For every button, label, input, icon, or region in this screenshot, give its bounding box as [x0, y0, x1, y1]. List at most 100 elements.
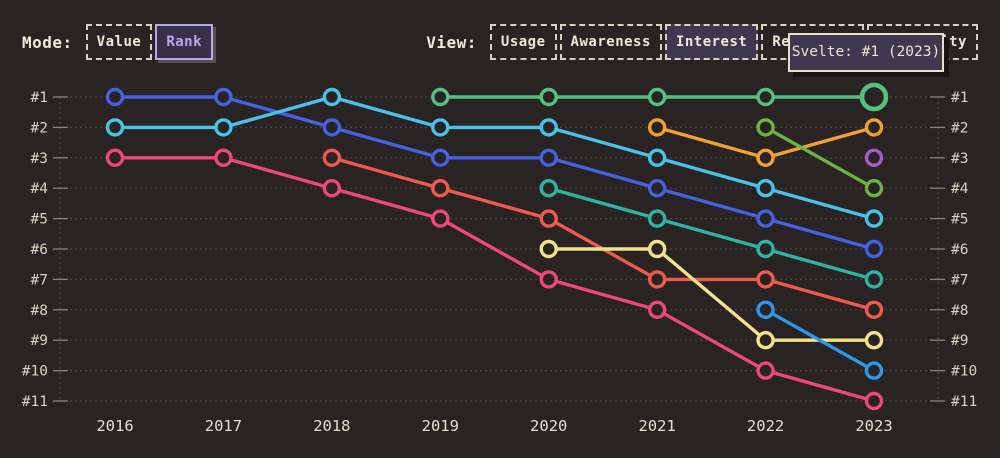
tooltip-text: Svelte: #1 (2023)	[791, 44, 941, 60]
mode-option-value[interactable]: Value	[85, 24, 153, 60]
data-point[interactable]	[864, 209, 884, 228]
data-point[interactable]	[105, 87, 125, 107]
series-line-series-tomato	[330, 156, 876, 312]
rank-label-right: #8	[951, 303, 968, 319]
data-point[interactable]	[756, 239, 775, 259]
series-line-series-teal	[547, 186, 876, 282]
rank-label-left: #7	[31, 272, 48, 288]
data-point[interactable]	[864, 391, 884, 411]
data-point[interactable]	[756, 361, 775, 380]
data-point[interactable]	[756, 209, 775, 228]
data-point[interactable]	[864, 118, 884, 137]
rank-label-left: #3	[31, 151, 48, 167]
data-point[interactable]	[864, 300, 884, 319]
data-point[interactable]	[539, 148, 558, 168]
data-point-hovered[interactable]	[859, 82, 889, 112]
rank-label-right: #1	[951, 90, 968, 106]
data-point[interactable]	[647, 87, 667, 107]
year-label: 2018	[313, 417, 350, 435]
data-point[interactable]	[756, 178, 775, 198]
rank-label-left: #5	[31, 212, 48, 228]
data-point[interactable]	[647, 148, 667, 168]
series-line-series-pink	[113, 156, 876, 403]
data-point[interactable]	[431, 148, 450, 168]
rank-label-right: #4	[951, 181, 969, 197]
data-point[interactable]	[756, 118, 775, 137]
view-option-interest[interactable]: Interest	[664, 24, 759, 60]
rank-label-right: #2	[951, 120, 968, 136]
data-point[interactable]	[539, 87, 558, 107]
year-label: 2017	[205, 417, 242, 435]
data-point[interactable]	[864, 331, 884, 350]
data-point[interactable]	[864, 270, 884, 289]
rank-label-left: #10	[22, 364, 48, 380]
data-point[interactable]	[105, 118, 125, 137]
mode-option-rank[interactable]: Rank	[155, 24, 214, 60]
year-label: 2023	[855, 417, 892, 435]
view-label: View:	[426, 32, 477, 52]
series-line-series-green	[763, 125, 876, 190]
rank-label-right: #9	[951, 333, 968, 349]
data-point[interactable]	[214, 118, 233, 137]
data-point[interactable]	[864, 361, 884, 380]
rank-label-right: #5	[951, 212, 968, 228]
year-label: 2019	[422, 417, 459, 435]
mode-buttons: Value Rank	[85, 24, 214, 60]
view-option-usage[interactable]: Usage	[489, 24, 557, 60]
tooltip: Svelte: #1 (2023)	[788, 33, 944, 72]
data-point[interactable]	[756, 331, 775, 350]
rank-label-right: #11	[951, 394, 977, 410]
data-point[interactable]	[647, 178, 667, 198]
data-point[interactable]	[214, 148, 233, 168]
data-point[interactable]	[756, 270, 775, 289]
data-point[interactable]	[756, 87, 775, 107]
data-point[interactable]	[647, 300, 667, 319]
data-point[interactable]	[647, 209, 667, 228]
data-point[interactable]	[756, 148, 775, 168]
data-point[interactable]	[322, 118, 342, 137]
rank-label-left: #1	[31, 90, 48, 106]
data-point[interactable]	[864, 239, 884, 259]
mode-toggle-group: Mode: Value Rank	[22, 24, 214, 60]
rank-label-left: #2	[31, 120, 48, 136]
data-point[interactable]	[322, 178, 342, 198]
view-option-awareness[interactable]: Awareness	[559, 24, 662, 60]
data-point[interactable]	[322, 148, 342, 168]
year-label: 2016	[96, 417, 133, 435]
data-point[interactable]	[431, 178, 450, 198]
data-point[interactable]	[647, 239, 667, 259]
data-point[interactable]	[864, 178, 884, 198]
data-point[interactable]	[214, 87, 233, 107]
year-label: 2020	[530, 417, 567, 435]
data-point[interactable]	[647, 118, 667, 137]
data-point[interactable]	[864, 148, 884, 168]
year-label: 2022	[747, 417, 784, 435]
data-point[interactable]	[322, 87, 342, 107]
data-point[interactable]	[431, 209, 450, 228]
series-line-series-cyan	[113, 95, 876, 221]
series-line-series-blue	[113, 95, 876, 251]
rank-label-right: #3	[951, 151, 968, 167]
data-point[interactable]	[539, 239, 558, 259]
data-point[interactable]	[647, 270, 667, 289]
rank-label-left: #11	[22, 394, 48, 410]
data-point[interactable]	[539, 118, 558, 137]
rank-label-left: #6	[31, 242, 48, 258]
data-point[interactable]	[539, 209, 558, 228]
rank-label-right: #7	[951, 272, 968, 288]
rank-label-left: #4	[31, 181, 49, 197]
rank-label-left: #9	[31, 333, 48, 349]
rank-label-left: #8	[31, 303, 48, 319]
rank-label-right: #6	[951, 242, 968, 258]
mode-label: Mode:	[22, 32, 73, 52]
data-point[interactable]	[431, 87, 450, 107]
rank-label-right: #10	[951, 364, 977, 380]
data-point[interactable]	[431, 118, 450, 137]
year-label: 2021	[638, 417, 675, 435]
data-point[interactable]	[539, 178, 558, 198]
data-point[interactable]	[756, 300, 775, 319]
series-line-series-lightblue	[763, 308, 876, 373]
data-point[interactable]	[539, 270, 558, 289]
data-point[interactable]	[105, 148, 125, 168]
